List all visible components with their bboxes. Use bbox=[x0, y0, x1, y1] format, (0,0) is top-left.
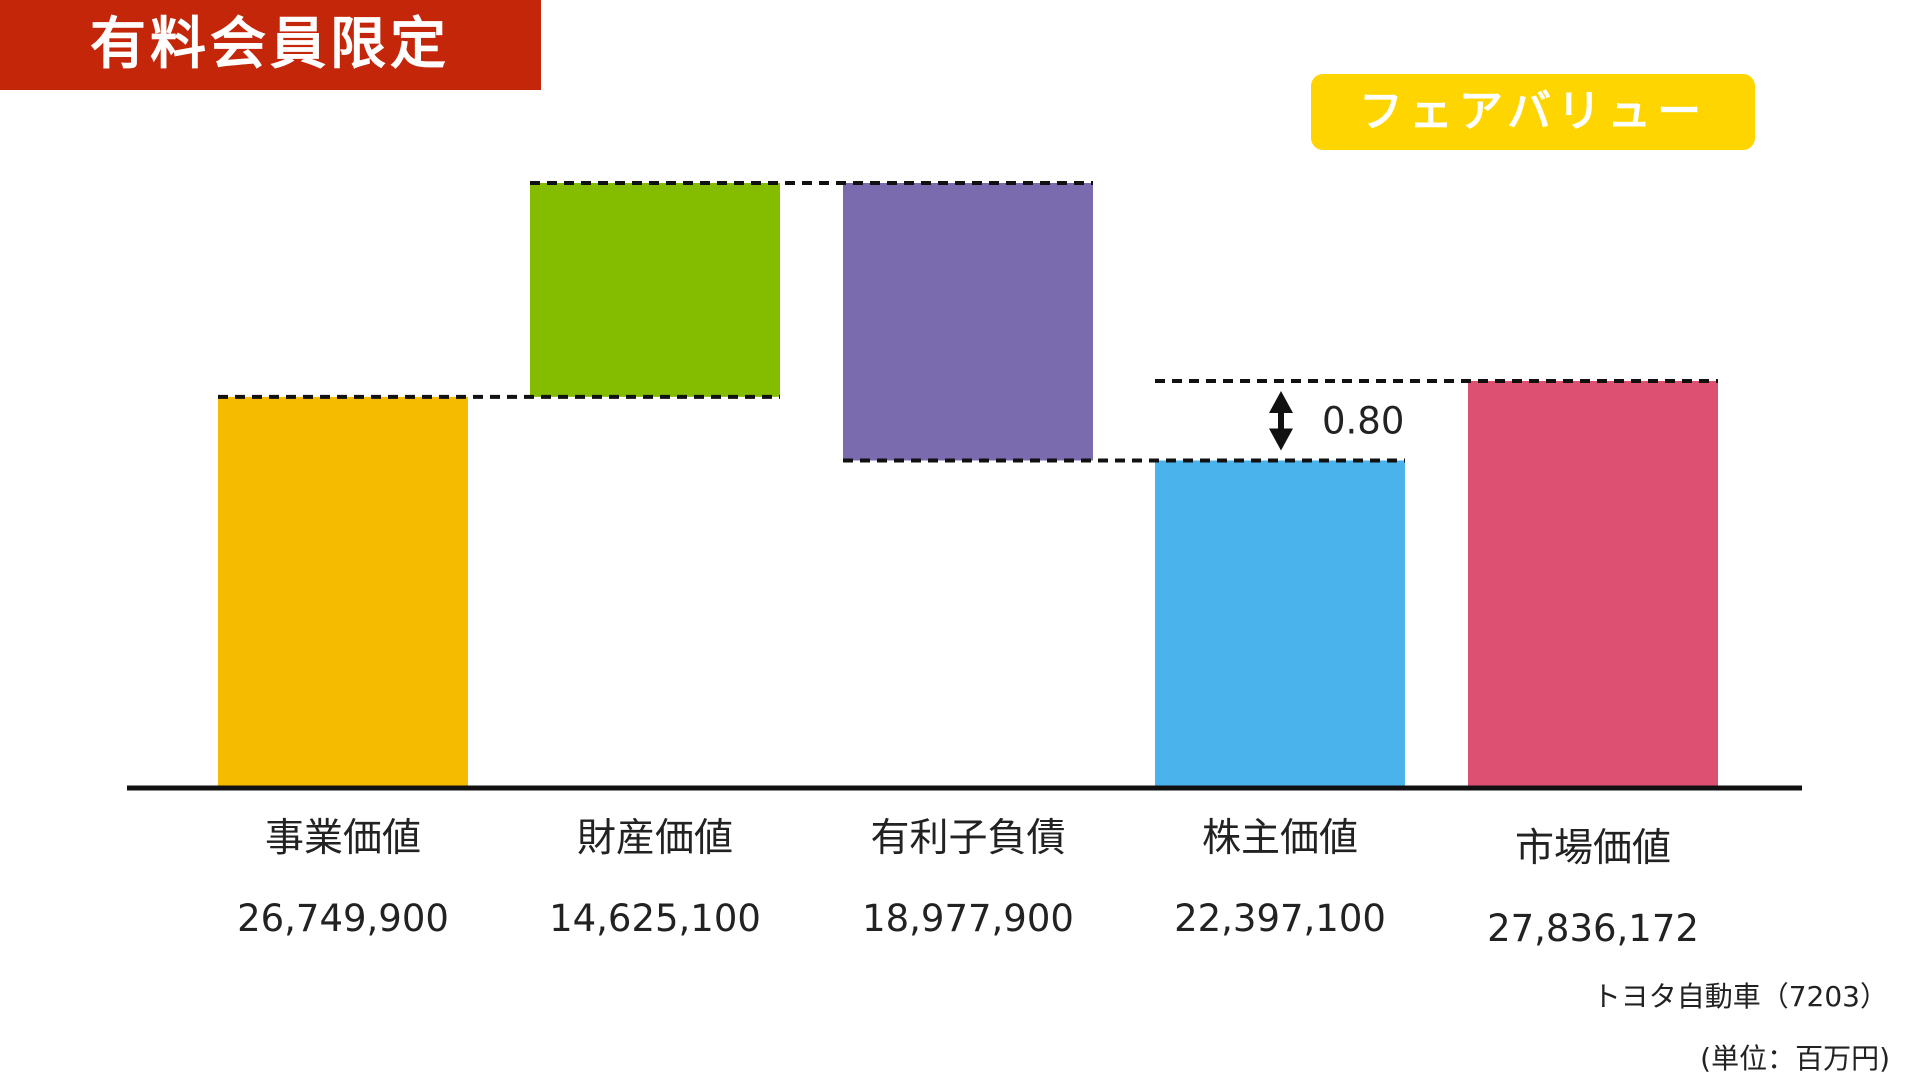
category-label-5: 市場価値 bbox=[1515, 826, 1671, 871]
ratio-arrow-head-down bbox=[1269, 428, 1293, 451]
value-label-1: 26,749,900 bbox=[237, 897, 449, 940]
category-label-2: 財産価値 bbox=[577, 816, 733, 861]
value-label-4: 22,397,100 bbox=[1174, 897, 1386, 940]
value-label-3: 18,977,900 bbox=[862, 897, 1074, 940]
members-only-banner: 有料会員限定 bbox=[0, 0, 541, 90]
company-name: トヨタ自動車（7203） bbox=[1592, 980, 1888, 1013]
ratio-label: 0.80 bbox=[1322, 400, 1404, 443]
bar-5 bbox=[1468, 380, 1718, 788]
fair-value-badge: フェアバリュー bbox=[1311, 74, 1755, 150]
value-label-5: 27,836,172 bbox=[1487, 907, 1699, 950]
bar-3 bbox=[843, 183, 1093, 461]
ratio-arrow-head-up bbox=[1269, 390, 1293, 413]
bar-1 bbox=[218, 396, 468, 788]
category-label-1: 事業価値 bbox=[265, 816, 421, 861]
bar-2 bbox=[530, 183, 780, 397]
unit-note: (単位：百万円) bbox=[1700, 1042, 1890, 1075]
category-label-4: 株主価値 bbox=[1202, 816, 1358, 861]
category-label-3: 有利子負債 bbox=[870, 816, 1065, 861]
value-label-2: 14,625,100 bbox=[549, 897, 761, 940]
bar-4 bbox=[1155, 460, 1405, 788]
